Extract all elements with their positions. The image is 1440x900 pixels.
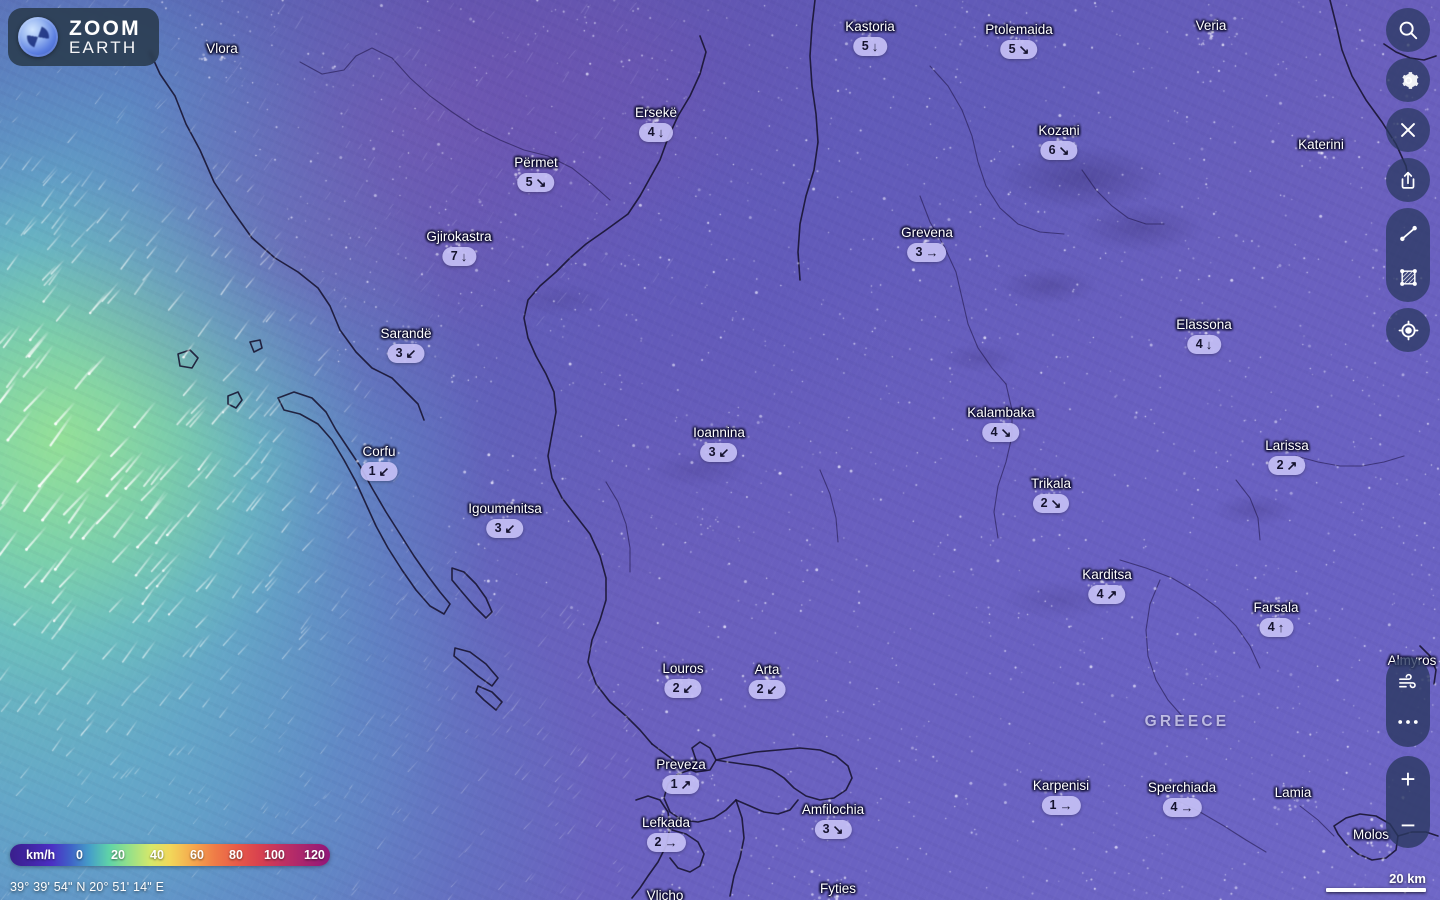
legend-tick-20: 20 [111,848,125,862]
wind-layer-button[interactable] [1386,662,1430,702]
search-icon [1399,21,1418,40]
crosshair-locate-icon [1398,320,1418,340]
legend-tick-60: 60 [190,848,204,862]
legend-tick-80: 80 [229,848,243,862]
zoom-out-button[interactable]: − [1400,810,1416,840]
map-scale-bar: 20 km [1326,871,1426,892]
layer-controls-group[interactable] [1386,657,1430,747]
more-options-button[interactable] [1386,702,1430,742]
measure-line-icon [1399,225,1417,241]
locate-button[interactable] [1386,308,1430,352]
measure-area-icon [1399,268,1417,286]
wind-icon [1398,673,1416,688]
close-button[interactable] [1386,108,1430,152]
gear-icon [1401,71,1418,89]
legend-tick-120: 120 [304,848,325,862]
zoom-earth-swirl-icon [18,17,58,57]
zoom-earth-logo[interactable]: ZOOM EARTH [8,8,159,66]
map-toolbar[interactable] [1386,8,1430,352]
legend-unit: km/h [26,848,56,862]
ellipsis-icon [1398,720,1418,724]
wind-speed-legend[interactable]: km/h 0 20 40 60 80 100 120 [10,844,330,866]
scale-bar-label: 20 km [1389,871,1426,886]
measure-tools-group[interactable] [1386,208,1430,302]
logo-line-2: EARTH [69,38,138,58]
measure-distance-button[interactable] [1386,212,1430,254]
search-button[interactable] [1386,8,1430,52]
zoom-in-button[interactable]: + [1400,764,1416,794]
measure-area-button[interactable] [1386,256,1430,298]
legend-tick-100: 100 [264,848,285,862]
legend-tick-40: 40 [150,848,164,862]
share-icon [1401,171,1415,189]
settings-button[interactable] [1386,58,1430,102]
legend-tick-0: 0 [76,848,83,862]
cursor-coordinates: 39° 39ʹ 54ʺ N 20° 51ʹ 14ʺ E [10,880,165,894]
map-bottom-controls[interactable]: + − [1386,657,1430,848]
logo-line-1: ZOOM [69,16,141,40]
share-button[interactable] [1386,158,1430,202]
close-icon [1401,123,1415,137]
scale-bar-line [1326,888,1426,892]
zoom-controls-group[interactable]: + − [1386,756,1430,848]
logo-wordmark: ZOOM EARTH [69,16,141,58]
